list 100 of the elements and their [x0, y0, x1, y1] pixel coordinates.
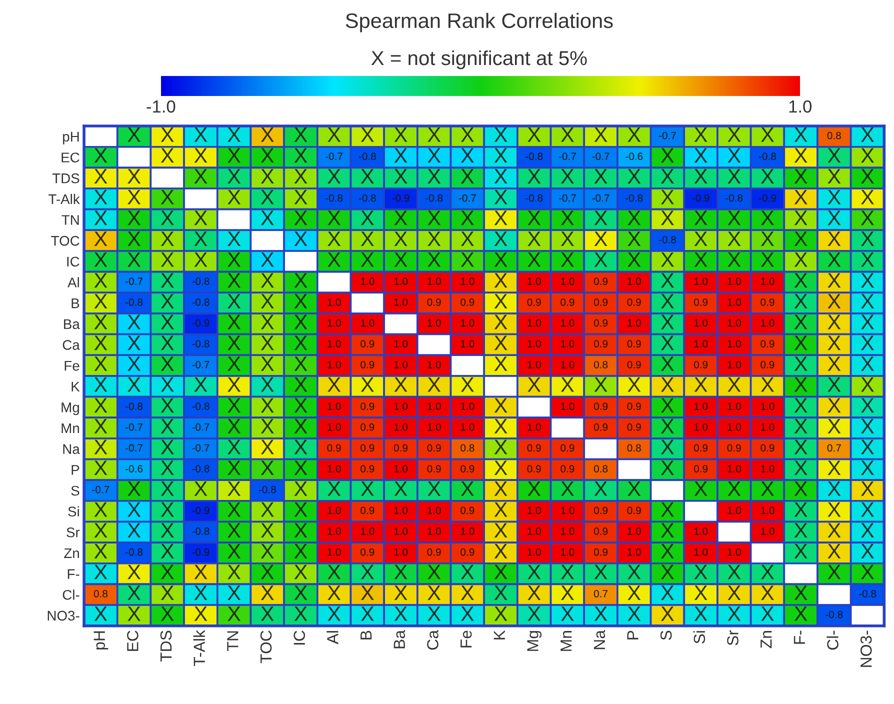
- data-label: X: [94, 336, 108, 350]
- data-label: X: [494, 190, 508, 204]
- y-tick-label: EC: [62, 152, 80, 162]
- data-label: 1.0: [394, 360, 408, 368]
- data-label: X: [861, 314, 874, 330]
- data-label: X: [494, 273, 508, 288]
- data-label: X: [94, 544, 108, 558]
- data-label: X: [794, 544, 808, 558]
- data-label: 1.0: [761, 278, 774, 286]
- data-label: -0.8: [826, 610, 843, 618]
- data-label: X: [294, 606, 308, 621]
- data-label: X: [861, 336, 874, 350]
- data-label: 0.9: [360, 444, 374, 452]
- data-label: X: [660, 440, 674, 454]
- data-label: 0.9: [760, 360, 774, 368]
- data-label: X: [761, 232, 774, 246]
- data-label: -0.8: [192, 298, 210, 306]
- data-label: X: [94, 606, 108, 621]
- data-label: X: [128, 252, 141, 267]
- y-tick-label: TN: [62, 215, 79, 225]
- data-label: X: [828, 314, 841, 330]
- data-label: X: [728, 232, 741, 246]
- data-label: 1.0: [728, 278, 741, 286]
- x-tick-label: Mn: [560, 631, 572, 651]
- data-label: 1.0: [561, 548, 574, 556]
- data-label: 0.8: [594, 360, 608, 368]
- data-label: -0.9: [758, 194, 776, 202]
- x-tick-label: Na: [594, 630, 606, 650]
- data-label: X: [294, 502, 308, 517]
- data-label: 0.9: [760, 298, 774, 306]
- data-label: 1.0: [460, 423, 474, 431]
- data-label: -0.8: [192, 278, 210, 286]
- data-label: 1.0: [561, 402, 574, 410]
- data-label: 1.0: [328, 548, 341, 556]
- data-label: X: [94, 356, 108, 371]
- data-label: -0.7: [658, 132, 676, 140]
- y-tick-label: Zn: [64, 548, 79, 558]
- data-label: 1.0: [460, 528, 474, 535]
- data-label: 0.9: [760, 444, 774, 452]
- data-label: X: [728, 252, 741, 267]
- data-label: X: [728, 210, 741, 226]
- data-label: X: [94, 294, 108, 308]
- data-label: X: [260, 419, 274, 434]
- data-label: X: [794, 314, 808, 330]
- data-label: X: [460, 210, 474, 226]
- data-label: X: [660, 190, 674, 204]
- data-label: X: [94, 148, 108, 163]
- data-label: X: [394, 210, 408, 226]
- data-label: 1.0: [694, 340, 708, 348]
- data-label: 0.8: [94, 590, 108, 598]
- data-label: X: [828, 210, 841, 226]
- data-label: X: [260, 586, 274, 600]
- data-label: X: [260, 544, 274, 558]
- y-tick-label: Ca: [62, 340, 80, 350]
- data-label: X: [528, 564, 541, 580]
- data-label: 0.9: [360, 506, 374, 514]
- data-label: X: [194, 232, 208, 246]
- data-label: X: [128, 586, 141, 600]
- x-tick-label: B: [360, 630, 372, 640]
- data-label: X: [494, 460, 508, 476]
- data-label: X: [560, 169, 574, 184]
- data-label: X: [528, 586, 541, 600]
- data-label: X: [861, 148, 874, 163]
- data-label: 0.9: [594, 506, 608, 514]
- data-label: X: [160, 460, 174, 476]
- data-label: -0.8: [126, 298, 143, 306]
- data-label: X: [560, 377, 574, 392]
- data-label: -0.8: [358, 152, 376, 160]
- data-label: -0.8: [192, 402, 210, 410]
- data-label: X: [861, 169, 874, 184]
- data-label: X: [828, 523, 841, 538]
- data-label: X: [294, 544, 308, 558]
- data-label: X: [861, 502, 874, 517]
- data-label: 1.0: [761, 465, 774, 472]
- data-label: X: [660, 544, 674, 558]
- data-label: X: [394, 148, 408, 163]
- data-label: X: [594, 169, 608, 184]
- data-label: 1.0: [561, 506, 574, 514]
- data-label: X: [594, 232, 608, 246]
- data-label: X: [494, 210, 508, 226]
- data-label: X: [660, 356, 674, 371]
- data-label: X: [194, 169, 208, 184]
- data-label: X: [494, 482, 508, 496]
- data-label: X: [228, 252, 241, 267]
- data-label: X: [260, 606, 274, 621]
- data-label: 1.0: [460, 319, 474, 327]
- data-label: X: [328, 606, 341, 621]
- data-label: X: [228, 336, 241, 350]
- data-label: X: [428, 252, 441, 267]
- data-label: X: [794, 502, 808, 517]
- data-label: 0.9: [527, 444, 541, 452]
- data-label: X: [628, 169, 641, 184]
- data-label: X: [528, 606, 541, 621]
- data-label: -0.9: [192, 548, 210, 556]
- data-label: X: [660, 294, 674, 308]
- data-label: -0.8: [758, 152, 776, 160]
- data-label: 1.0: [694, 548, 708, 556]
- x-tick-label: Fe: [460, 630, 472, 648]
- data-label: X: [94, 460, 108, 476]
- data-label: 1.0: [428, 528, 441, 535]
